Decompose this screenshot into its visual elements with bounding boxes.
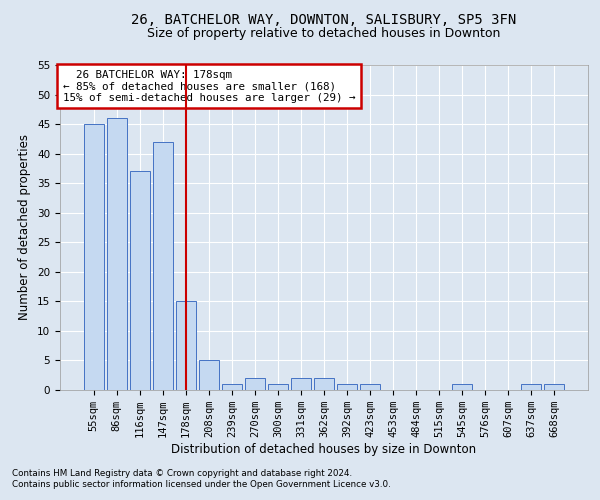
Bar [268,384,288,390]
Bar [245,378,265,390]
Bar [544,384,564,390]
Bar [130,172,149,390]
Bar [452,384,472,390]
Bar [107,118,127,390]
X-axis label: Distribution of detached houses by size in Downton: Distribution of detached houses by size … [172,443,476,456]
Text: Contains public sector information licensed under the Open Government Licence v3: Contains public sector information licen… [12,480,391,489]
Bar [199,360,218,390]
Text: 26, BATCHELOR WAY, DOWNTON, SALISBURY, SP5 3FN: 26, BATCHELOR WAY, DOWNTON, SALISBURY, S… [131,12,517,26]
Bar [153,142,173,390]
Bar [521,384,541,390]
Text: Contains HM Land Registry data © Crown copyright and database right 2024.: Contains HM Land Registry data © Crown c… [12,468,352,477]
Y-axis label: Number of detached properties: Number of detached properties [19,134,31,320]
Bar [176,302,196,390]
Text: 26 BATCHELOR WAY: 178sqm
← 85% of detached houses are smaller (168)
15% of semi-: 26 BATCHELOR WAY: 178sqm ← 85% of detach… [62,70,355,103]
Bar [314,378,334,390]
Bar [291,378,311,390]
Bar [222,384,242,390]
Bar [337,384,357,390]
Bar [84,124,104,390]
Text: Size of property relative to detached houses in Downton: Size of property relative to detached ho… [148,28,500,40]
Bar [360,384,380,390]
